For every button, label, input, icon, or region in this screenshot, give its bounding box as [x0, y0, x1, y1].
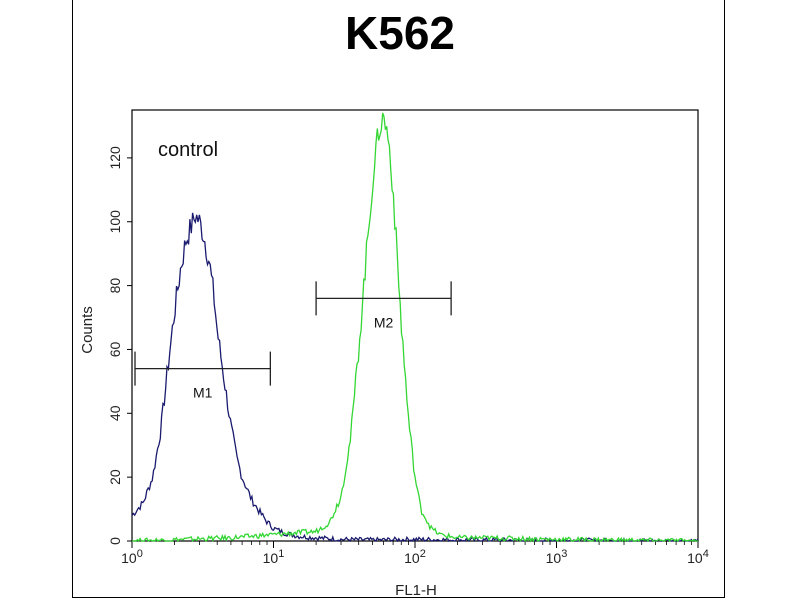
x-tick-label: 100 — [121, 548, 143, 566]
y-tick-label: 20 — [107, 469, 123, 485]
control-annotation: control — [158, 139, 218, 161]
marker-gates: M1 M2 — [134, 281, 452, 401]
x-tick-label: 103 — [546, 548, 568, 566]
y-tick-label: 60 — [107, 341, 123, 357]
y-tick-label: 40 — [107, 405, 123, 421]
chart-title: K562 — [345, 7, 455, 59]
gate-label: M1 — [193, 385, 213, 401]
y-axis-label: Counts — [79, 306, 96, 354]
plot-frame — [72, 0, 725, 598]
series-line-2 — [132, 112, 698, 543]
x-axis-label: FL1-H — [395, 582, 437, 599]
y-tick-label: 0 — [107, 537, 123, 545]
y-tick-label: 80 — [107, 278, 123, 294]
x-tick-label: 101 — [263, 548, 285, 566]
series-line-1 — [131, 212, 699, 543]
y-tick-label: 100 — [107, 210, 123, 234]
y-tick-label: 120 — [107, 146, 123, 170]
x-tick-label: 104 — [687, 548, 709, 566]
axes — [127, 109, 699, 548]
x-tick-label: 102 — [404, 548, 426, 566]
series-lines — [131, 112, 699, 543]
tick-labels: 0 20 40 60 80 100 120 100 101 102 103 104 — [107, 146, 709, 566]
gate-label: M2 — [374, 314, 394, 330]
